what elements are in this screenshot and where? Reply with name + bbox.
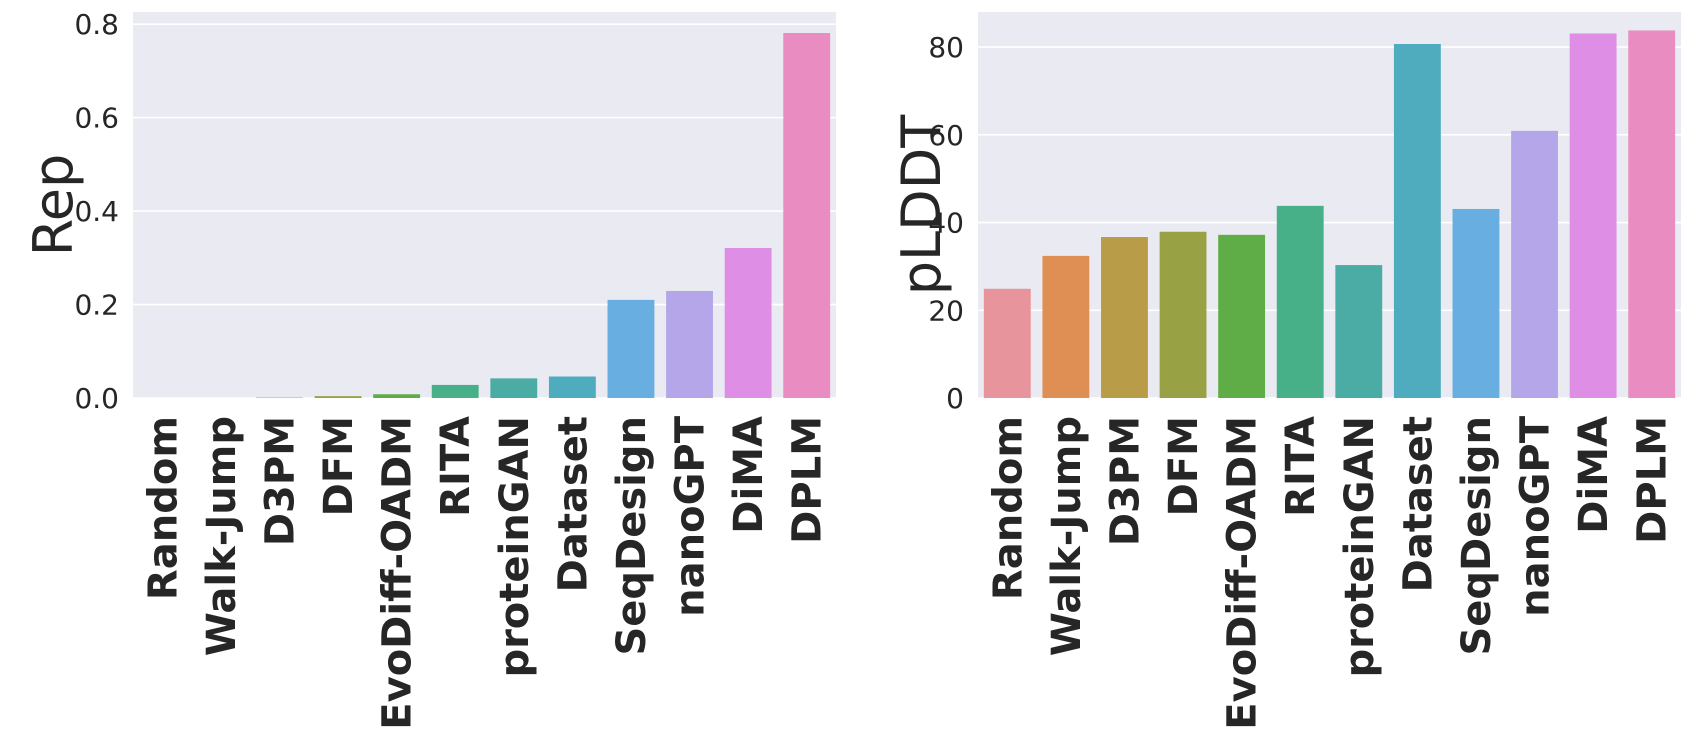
- rep-plot-area: [133, 12, 836, 398]
- rep-bar-rita: [431, 384, 479, 398]
- rep-ytick-label: 0.4: [74, 195, 119, 228]
- plddt-bar-dplm: [1628, 30, 1676, 398]
- plddt-category-label: D3PM: [1102, 416, 1148, 546]
- rep-bar-nanogpt: [666, 290, 713, 398]
- rep-category-label: Walk-Jump: [199, 416, 245, 656]
- rep-category-label: RITA: [433, 416, 479, 517]
- plddt-category-label: DiMA: [1571, 416, 1617, 534]
- rep-y-axis-title: Rep: [22, 154, 85, 257]
- rep-category-label: DiMA: [726, 416, 772, 534]
- plddt-y-axis-title: pLDDT: [890, 114, 953, 296]
- rep-bar-dima: [724, 247, 772, 398]
- plddt-category-label: DFM: [1161, 416, 1207, 516]
- plddt-bar-walk-jump: [1042, 255, 1090, 398]
- rep-category-label: Random: [140, 416, 186, 600]
- plddt-bar-d3pm: [1101, 237, 1148, 398]
- plddt-ytick-label: 20: [928, 294, 964, 327]
- rep-bar-proteingan: [490, 378, 538, 398]
- rep-category-label: DPLM: [785, 416, 831, 544]
- plddt-bar-proteingan: [1335, 265, 1383, 398]
- plddt-category-label: proteinGAN: [1337, 416, 1383, 678]
- plddt-ytick-label: 80: [928, 31, 964, 64]
- rep-ytick-label: 0.8: [74, 8, 119, 41]
- rep-category-label: SeqDesign: [609, 416, 655, 656]
- plddt-bar-dfm: [1159, 231, 1207, 398]
- rep-bar-dataset: [548, 376, 596, 398]
- plddt-bar-dataset: [1393, 44, 1441, 399]
- plddt-bar-seqdesign: [1452, 208, 1500, 398]
- plddt-bar-rita: [1276, 205, 1324, 398]
- rep-ytick-label: 0.2: [74, 289, 119, 322]
- plddt-category-label: EvoDiff-OADM: [1220, 416, 1266, 730]
- rep-ytick-label: 0.0: [74, 382, 119, 415]
- rep-category-label: Dataset: [550, 416, 596, 592]
- rep-ytick-label: 0.6: [74, 102, 119, 135]
- rep-bar-dfm: [314, 396, 362, 398]
- plddt-ytick-label: 40: [928, 207, 964, 240]
- rep-category-label: DFM: [316, 416, 362, 516]
- plddt-ytick-label: 60: [928, 119, 964, 152]
- plddt-category-label: nanoGPT: [1513, 415, 1559, 617]
- plddt-category-label: Random: [985, 416, 1031, 600]
- rep-category-label: D3PM: [257, 416, 303, 546]
- plddt-bar-random: [983, 288, 1031, 398]
- plddt-category-label: RITA: [1278, 416, 1324, 517]
- plddt-ytick-label: 0: [946, 382, 964, 415]
- plddt-plot-area: [978, 12, 1681, 398]
- plddt-category-label: SeqDesign: [1454, 416, 1500, 656]
- plddt-bar-nanogpt: [1511, 130, 1558, 398]
- rep-bar-dplm: [783, 33, 831, 399]
- plddt-bar-dima: [1569, 33, 1617, 398]
- plddt-bar-evodiff-oadm: [1218, 234, 1266, 398]
- rep-bar-evodiff-oadm: [373, 394, 421, 398]
- plddt-chart: 0 20 40 60 80 Random Walk-Jump D3PM DFM EvoDiff-O…: [890, 12, 1681, 730]
- rep-category-label: proteinGAN: [492, 416, 538, 678]
- rep-category-label: EvoDiff-OADM: [375, 416, 421, 730]
- plddt-category-label: DPLM: [1630, 416, 1676, 544]
- plddt-category-label: Walk-Jump: [1044, 416, 1090, 656]
- rep-bar-seqdesign: [607, 299, 655, 398]
- plddt-category-label: Dataset: [1395, 416, 1441, 592]
- rep-category-label: nanoGPT: [668, 415, 714, 617]
- rep-chart: 0.0 0.2 0.4 0.6 0.8 Random Walk-Jump D3PM DFM Evo…: [22, 8, 836, 730]
